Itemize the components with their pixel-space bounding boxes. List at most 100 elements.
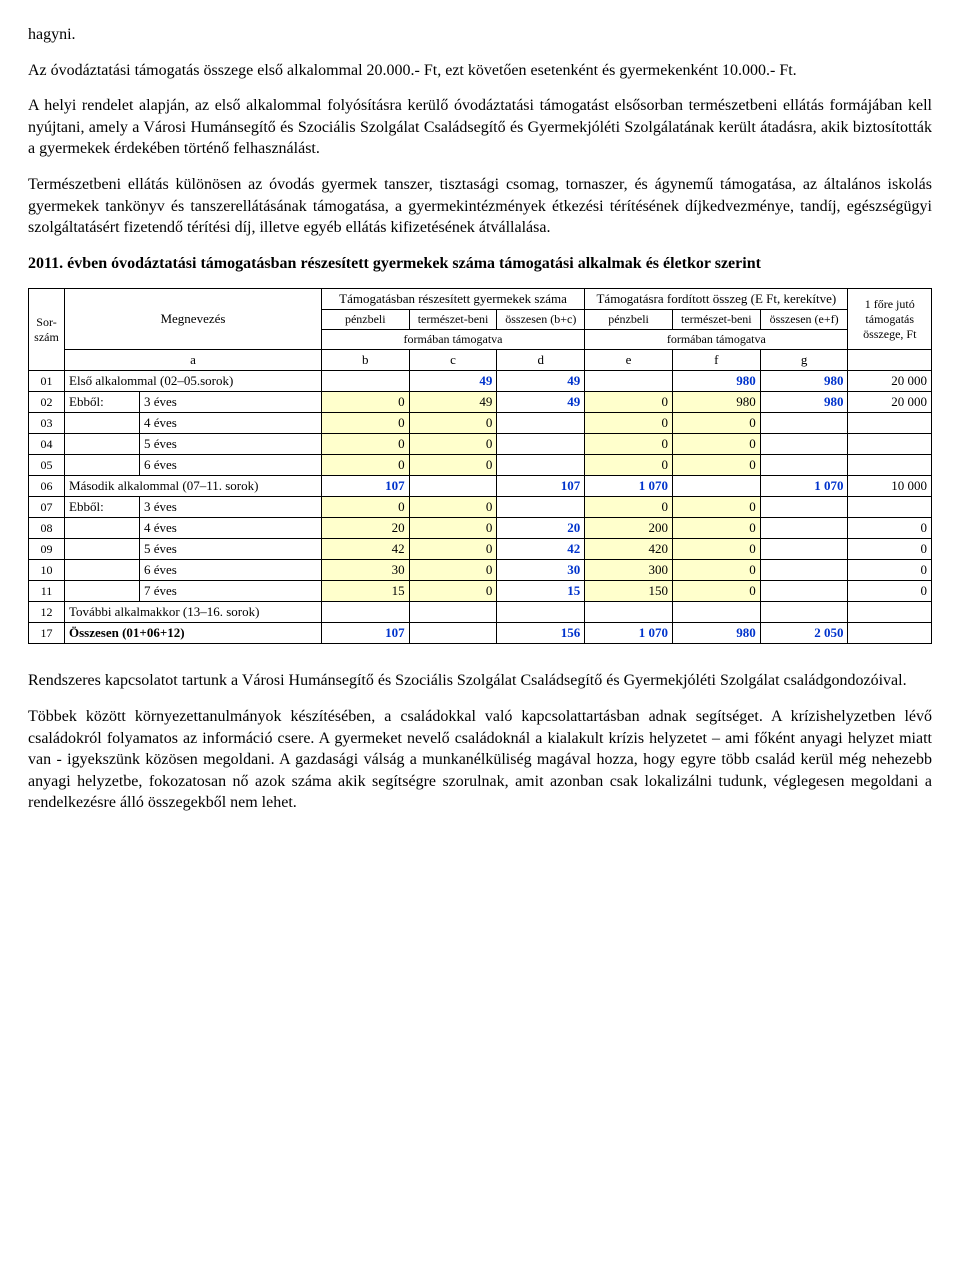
cell-value: 980 (760, 392, 848, 413)
cell-value (672, 602, 760, 623)
cell-value: 420 (585, 539, 673, 560)
cell-value: 107 (497, 476, 585, 497)
row-label (65, 455, 140, 476)
row-sublabel: 7 éves (139, 581, 321, 602)
cell-value: 0 (409, 413, 497, 434)
col-letter-d: d (497, 350, 585, 371)
table-header: Sor-szám Megnevezés Támogatásban részesí… (29, 289, 932, 371)
row-number: 11 (29, 581, 65, 602)
cell-value: 49 (409, 392, 497, 413)
row-label: Első alkalommal (02–05.sorok) (65, 371, 322, 392)
cell-value: 980 (672, 623, 760, 644)
row-sublabel: 6 éves (139, 560, 321, 581)
cell-value: 107 (321, 476, 409, 497)
col-termeszet: természet-beni (409, 310, 497, 330)
cell-value: 0 (672, 413, 760, 434)
cell-value: 1 070 (760, 476, 848, 497)
row-number: 04 (29, 434, 65, 455)
cell-value: 20 (321, 518, 409, 539)
cell-value: 49 (497, 392, 585, 413)
table-row: 095 éves4204242000 (29, 539, 932, 560)
row-sublabel: 3 éves (139, 497, 321, 518)
col-formaban: formában támogatva (585, 330, 848, 350)
table-row: 06Második alkalommal (07–11. sorok)10710… (29, 476, 932, 497)
col-group-right: Támogatásra fordított összeg (E Ft, kere… (585, 289, 848, 310)
cell-value (760, 497, 848, 518)
row-number: 06 (29, 476, 65, 497)
row-number: 09 (29, 539, 65, 560)
col-perfo: 1 főre jutó támogatás összege, Ft (848, 289, 932, 350)
row-number: 03 (29, 413, 65, 434)
cell-value: 42 (321, 539, 409, 560)
cell-value: 0 (585, 392, 673, 413)
row-label: Ebből: (65, 497, 140, 518)
cell-value: 0 (848, 581, 932, 602)
cell-value: 15 (497, 581, 585, 602)
cell-value (585, 371, 673, 392)
cell-value: 2 050 (760, 623, 848, 644)
cell-value: 0 (409, 434, 497, 455)
cell-value: 49 (409, 371, 497, 392)
row-number: 12 (29, 602, 65, 623)
col-letter-g: g (760, 350, 848, 371)
cell-value: 20 000 (848, 392, 932, 413)
support-table: Sor-szám Megnevezés Támogatásban részesí… (28, 288, 932, 644)
table-row: 02Ebből:3 éves04949098098020 000 (29, 392, 932, 413)
cell-value: 0 (585, 434, 673, 455)
col-penzbeli: pénzbeli (585, 310, 673, 330)
cell-value: 0 (585, 455, 673, 476)
cell-value: 0 (848, 518, 932, 539)
row-sublabel: 5 éves (139, 539, 321, 560)
row-label (65, 581, 140, 602)
col-letter-e: e (585, 350, 673, 371)
cell-value: 0 (321, 455, 409, 476)
cell-value: 980 (672, 392, 760, 413)
col-formaban: formában támogatva (321, 330, 584, 350)
cell-value: 0 (848, 539, 932, 560)
cell-value: 0 (409, 560, 497, 581)
row-label: Ebből: (65, 392, 140, 413)
paragraph: Rendszeres kapcsolatot tartunk a Városi … (28, 670, 932, 692)
cell-value (760, 539, 848, 560)
row-number: 17 (29, 623, 65, 644)
table-row: 045 éves0000 (29, 434, 932, 455)
cell-value: 107 (321, 623, 409, 644)
cell-value (848, 497, 932, 518)
paragraph: Többek között környezettanulmányok készí… (28, 706, 932, 814)
row-sublabel: 4 éves (139, 518, 321, 539)
cell-value (760, 581, 848, 602)
cell-value: 0 (848, 560, 932, 581)
cell-value (848, 455, 932, 476)
cell-value (497, 497, 585, 518)
cell-value: 30 (497, 560, 585, 581)
col-letter-blank (848, 350, 932, 371)
cell-value (760, 560, 848, 581)
row-number: 08 (29, 518, 65, 539)
row-sublabel: 3 éves (139, 392, 321, 413)
cell-value (497, 434, 585, 455)
cell-value (848, 602, 932, 623)
cell-value: 0 (672, 518, 760, 539)
row-number: 01 (29, 371, 65, 392)
cell-value (760, 434, 848, 455)
cell-value: 0 (672, 434, 760, 455)
col-letter-c: c (409, 350, 497, 371)
cell-value (409, 623, 497, 644)
cell-value: 156 (497, 623, 585, 644)
row-label: Második alkalommal (07–11. sorok) (65, 476, 322, 497)
cell-value: 0 (409, 539, 497, 560)
cell-value: 300 (585, 560, 673, 581)
col-penzbeli: pénzbeli (321, 310, 409, 330)
table-row: 117 éves1501515000 (29, 581, 932, 602)
cell-value: 10 000 (848, 476, 932, 497)
row-number: 05 (29, 455, 65, 476)
col-sorszam: Sor-szám (29, 289, 65, 371)
row-number: 02 (29, 392, 65, 413)
cell-value: 15 (321, 581, 409, 602)
col-osszesen-bc: összesen (b+c) (497, 310, 585, 330)
cell-value (497, 455, 585, 476)
cell-value (848, 413, 932, 434)
row-sublabel: 4 éves (139, 413, 321, 434)
cell-value: 0 (321, 392, 409, 413)
cell-value (321, 602, 409, 623)
